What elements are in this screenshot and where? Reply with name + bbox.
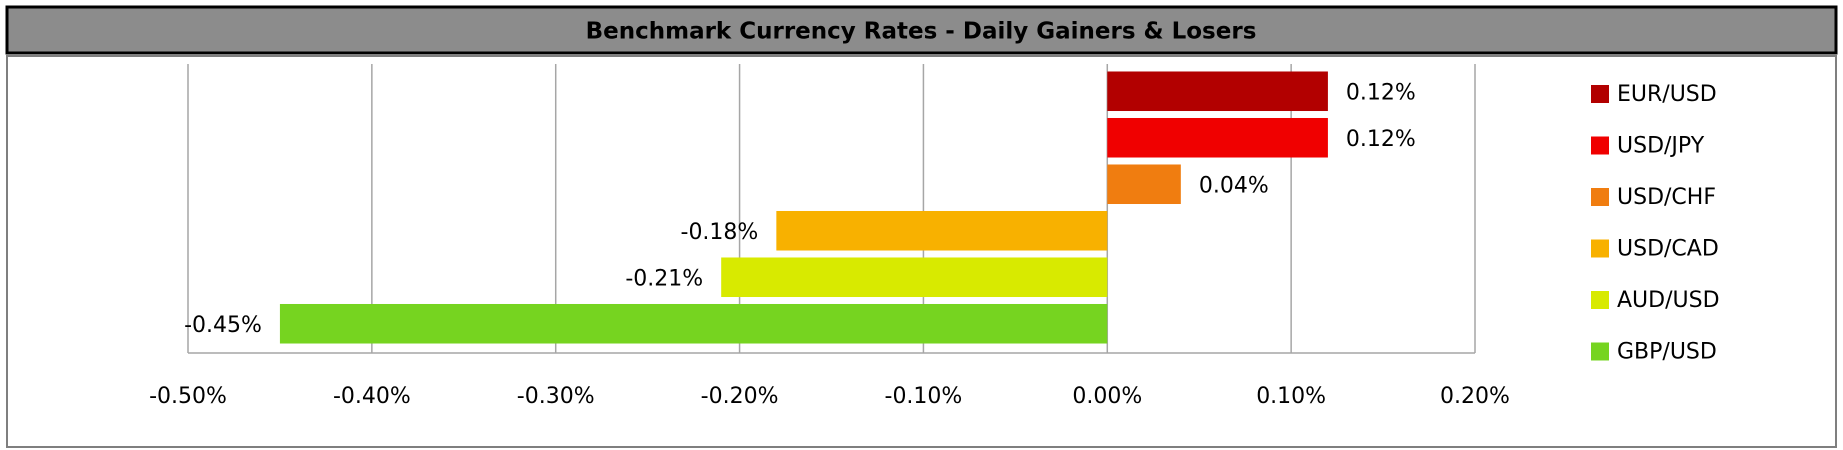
x-tick-label: -0.10% bbox=[885, 384, 963, 409]
bar bbox=[721, 257, 1108, 298]
value-label: -0.45% bbox=[184, 313, 262, 338]
bar bbox=[1107, 71, 1328, 112]
legend-label: EUR/USD bbox=[1617, 82, 1717, 107]
legend-label: USD/CHF bbox=[1617, 185, 1716, 210]
value-label: 0.12% bbox=[1346, 127, 1416, 152]
value-label: 0.12% bbox=[1346, 80, 1416, 105]
legend-label: AUD/USD bbox=[1617, 288, 1720, 313]
chart-title: Benchmark Currency Rates - Daily Gainers… bbox=[586, 19, 1257, 45]
legend-swatch bbox=[1591, 136, 1609, 155]
legend-swatch bbox=[1591, 239, 1609, 258]
legend-label: GBP/USD bbox=[1617, 340, 1717, 365]
x-tick-label: 0.20% bbox=[1440, 384, 1510, 409]
legend-swatch bbox=[1591, 85, 1609, 103]
legend-label: USD/JPY bbox=[1617, 134, 1705, 159]
x-tick-label: -0.20% bbox=[701, 384, 779, 409]
title-bar bbox=[5, 5, 1838, 55]
bar bbox=[1107, 164, 1181, 205]
x-tick-label: 0.10% bbox=[1256, 384, 1326, 409]
value-label: -0.18% bbox=[681, 220, 759, 245]
x-tick-label: -0.40% bbox=[333, 384, 411, 409]
value-label: 0.04% bbox=[1199, 173, 1269, 198]
legend-swatch bbox=[1591, 188, 1609, 206]
bar bbox=[279, 303, 1108, 344]
legend-label: USD/CAD bbox=[1617, 237, 1719, 262]
x-tick-label: 0.00% bbox=[1072, 384, 1142, 409]
value-label: -0.21% bbox=[625, 266, 703, 291]
legend-swatch bbox=[1591, 342, 1609, 361]
bar bbox=[776, 210, 1108, 251]
bar bbox=[1107, 117, 1328, 158]
x-tick-label: -0.50% bbox=[149, 384, 227, 409]
legend-swatch bbox=[1591, 291, 1609, 309]
chart-frame bbox=[6, 55, 1837, 448]
x-tick-label: -0.30% bbox=[517, 384, 595, 409]
